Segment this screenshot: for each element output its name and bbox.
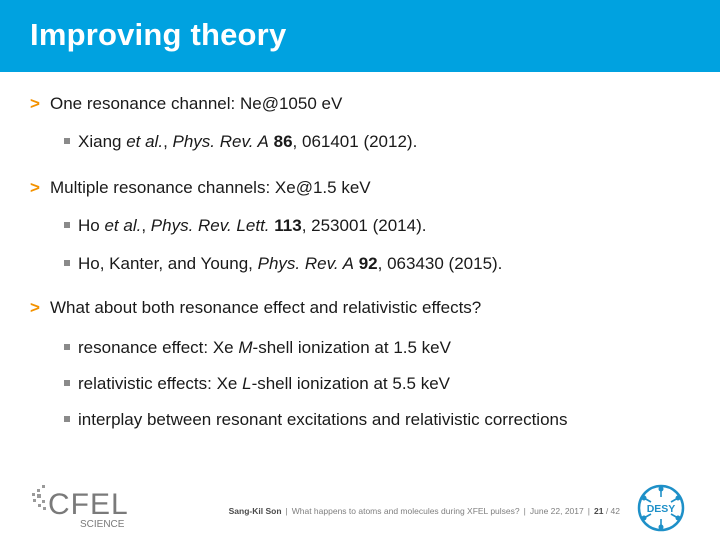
title-bar: Improving theory	[0, 0, 720, 72]
bullet-arrow-icon: >	[30, 298, 40, 317]
text-run: et al.	[104, 216, 142, 235]
text-run: Xiang	[78, 132, 127, 151]
footer-author: Sang-Kil Son	[228, 506, 282, 516]
text-run: L	[242, 374, 252, 393]
bullet-item: > One resonance channel: Ne@1050 eV	[30, 94, 342, 114]
cfel-science-logo: CFEL SCIENCE	[32, 485, 129, 530]
square-bullet-icon	[64, 260, 70, 266]
text-run: 86	[273, 132, 293, 151]
text-run: Phys. Rev. A	[257, 254, 354, 273]
text-run: , 061401 (2012).	[292, 132, 418, 151]
text-run: interplay between resonant excitations a…	[78, 410, 568, 429]
text-run: relativistic effects: Xe	[78, 374, 243, 393]
sub-bullet-text: Xiang et al., Phys. Rev. A 86, 061401 (2…	[78, 132, 417, 151]
text-run: ,	[163, 132, 173, 151]
text-run: M	[238, 338, 253, 357]
footer-page-number: 21	[593, 506, 604, 516]
bullet-item: > What about both resonance effect and re…	[30, 298, 481, 318]
square-bullet-icon	[64, 380, 70, 386]
svg-text:SCIENCE: SCIENCE	[80, 519, 125, 530]
square-bullet-icon	[64, 222, 70, 228]
text-run: Ho, Kanter, and Young,	[78, 254, 258, 273]
bullet-arrow-icon: >	[30, 94, 40, 113]
sub-bullet: Ho et al., Phys. Rev. Lett. 113, 253001 …	[64, 216, 426, 236]
text-run: et al.	[126, 132, 164, 151]
footer-talk-title: What happens to atoms and molecules duri…	[291, 506, 520, 516]
text-run: resonance effect: Xe	[78, 338, 239, 357]
text-run: ,	[141, 216, 151, 235]
bullet-item: > Multiple resonance channels: Xe@1.5 keV	[30, 178, 371, 198]
sub-bullet-text: Ho et al., Phys. Rev. Lett. 113, 253001 …	[78, 216, 426, 235]
bullet-arrow-icon: >	[30, 178, 40, 197]
sub-bullet: Ho, Kanter, and Young, Phys. Rev. A 92, …	[64, 254, 502, 274]
text-run: , 063430 (2015).	[377, 254, 503, 273]
text-run: 113	[274, 216, 302, 235]
slide-title: Improving theory	[30, 17, 287, 52]
desy-logo: DESY	[637, 484, 685, 532]
text-run: Phys. Rev. Lett.	[150, 216, 270, 235]
bullet-text: One resonance channel: Ne@1050 eV	[50, 94, 343, 113]
text-run: Ho	[78, 216, 105, 235]
sub-bullet-text: Ho, Kanter, and Young, Phys. Rev. A 92, …	[78, 254, 502, 273]
sub-bullet-text: relativistic effects: Xe L-shell ionizat…	[78, 374, 450, 393]
bullet-text: Multiple resonance channels: Xe@1.5 keV	[50, 178, 371, 197]
footer-page-total: / 42	[605, 506, 620, 516]
text-run: , 253001 (2014).	[301, 216, 427, 235]
square-bullet-icon	[64, 416, 70, 422]
footer: Sang-Kil Son | What happens to atoms and m…	[228, 506, 620, 516]
text-run: -shell ionization at 5.5 keV	[251, 374, 451, 393]
text-run: 92	[358, 254, 378, 273]
sub-bullet-text: interplay between resonant excitations a…	[78, 410, 567, 429]
text-run: -shell ionization at 1.5 keV	[252, 338, 451, 357]
text-run: Phys. Rev. A	[172, 132, 269, 151]
square-bullet-icon	[64, 344, 70, 350]
square-bullet-icon	[64, 138, 70, 144]
sub-bullet: resonance effect: Xe M-shell ionization …	[64, 338, 451, 358]
footer-date: June 22, 2017	[529, 506, 584, 516]
svg-text:CFEL: CFEL	[48, 488, 129, 521]
sub-bullet: relativistic effects: Xe L-shell ionizat…	[64, 374, 450, 394]
sub-bullet-text: resonance effect: Xe M-shell ionization …	[78, 338, 451, 357]
sub-bullet: interplay between resonant excitations a…	[64, 410, 567, 430]
bullet-text: What about both resonance effect and rel…	[50, 298, 482, 317]
sub-bullet: Xiang et al., Phys. Rev. A 86, 061401 (2…	[64, 132, 417, 152]
svg-text:DESY: DESY	[647, 503, 676, 515]
